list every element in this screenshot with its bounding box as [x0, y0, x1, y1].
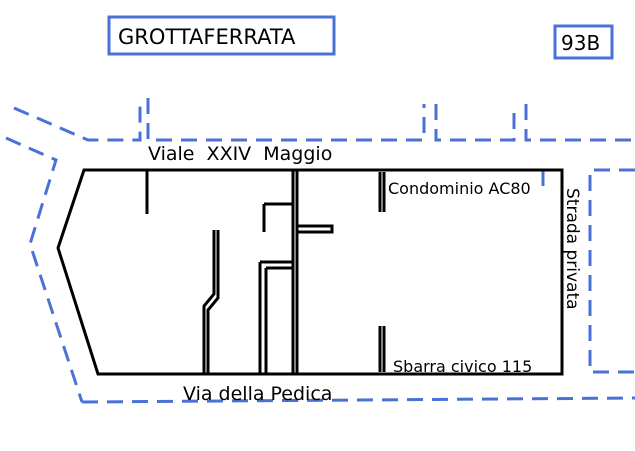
street-label-east: Strada privata [562, 188, 582, 310]
town-name: GROTTAFERRATA [118, 25, 296, 49]
road-edge-north-right [524, 104, 635, 142]
place-label-sbarra: Sbarra civico 115 [393, 357, 532, 376]
road-edge-west [5, 136, 84, 403]
town-label-box: GROTTAFERRATA [107, 15, 336, 56]
wall-annex-east [297, 224, 334, 234]
road-edge-east-outer [588, 168, 635, 374]
wall-west-partition [202, 230, 216, 374]
road-edge-north-mid2 [434, 104, 516, 142]
street-label-south: Via della Pedica [183, 383, 332, 405]
place-label-condominio: Condominio AC80 [388, 179, 531, 198]
block-outline [56, 168, 564, 376]
road-edge-north-mid [146, 98, 426, 142]
street-label-north: Viale XXIV Maggio [148, 143, 332, 165]
sheet-number: 93B [561, 31, 600, 55]
wall-west-partition-inner [206, 230, 220, 374]
road-edges [5, 98, 635, 404]
road-edge-south [81, 396, 635, 404]
sheet-label-box: 93B [553, 24, 614, 60]
road-edge-north-outer [13, 98, 142, 142]
block-walls [56, 168, 564, 376]
